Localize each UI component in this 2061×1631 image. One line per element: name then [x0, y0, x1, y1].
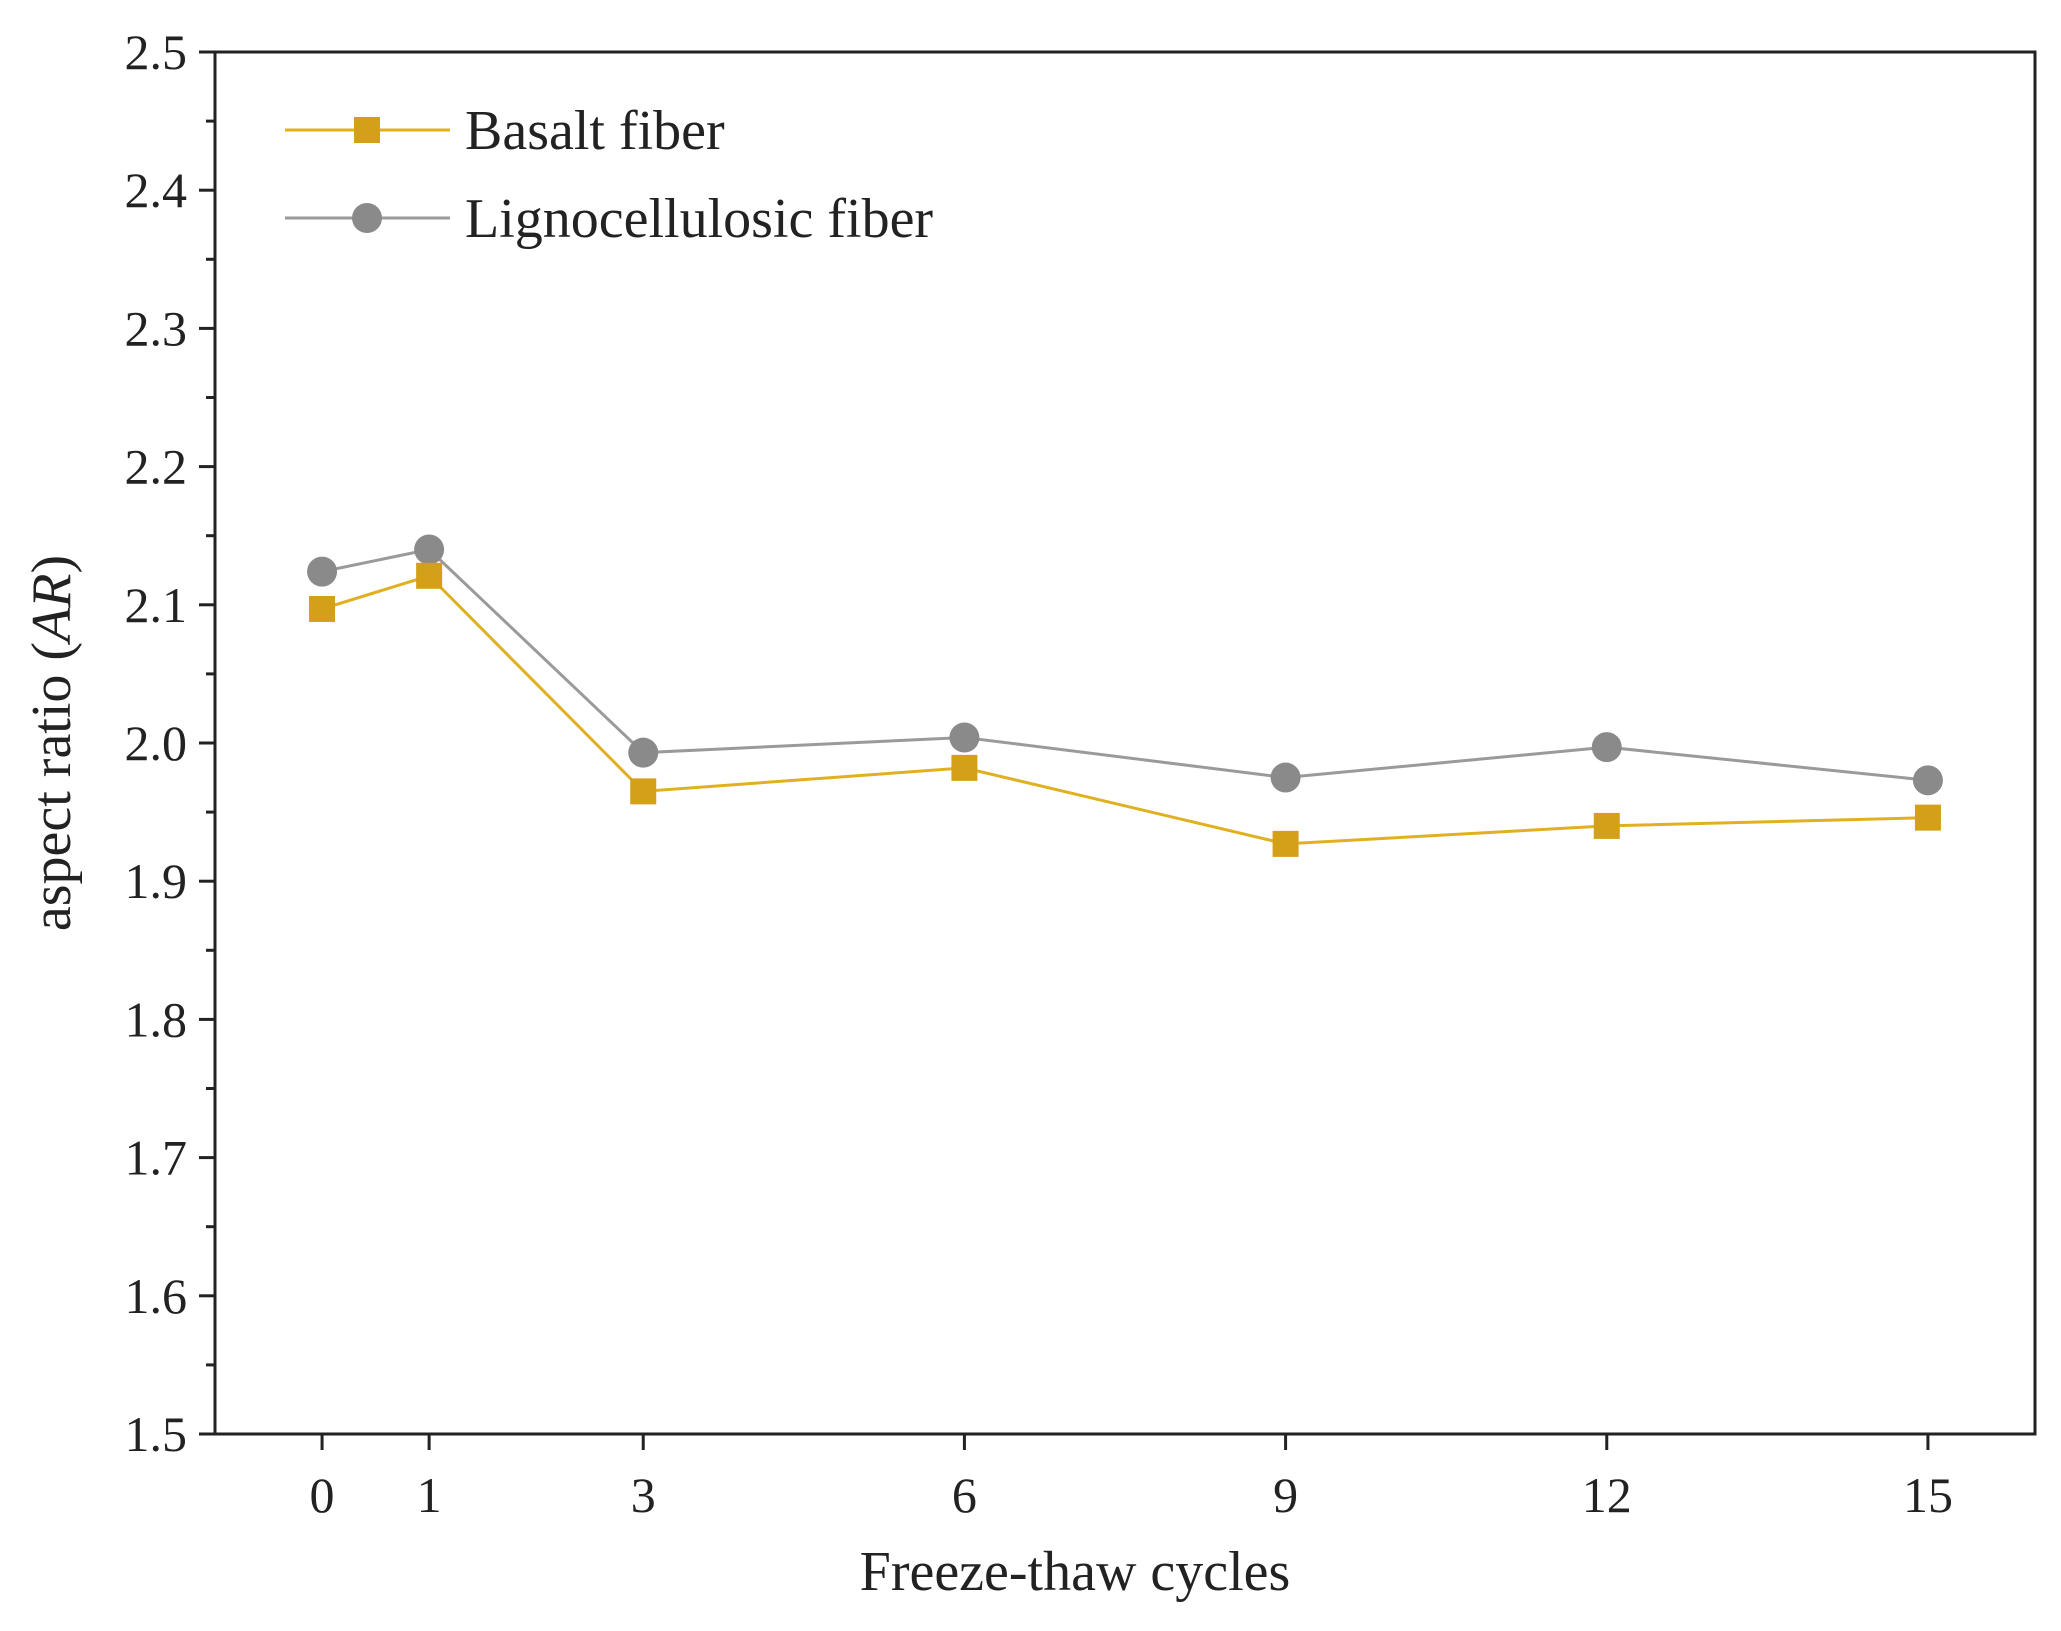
series-line-1	[321, 547, 1929, 782]
series-point	[630, 778, 657, 805]
x-axis-title: Freeze-thaw cycles	[860, 1541, 1291, 1603]
legend-marker	[354, 117, 380, 143]
x-tick-label: 9	[1273, 1467, 1298, 1523]
series-point	[1591, 732, 1622, 763]
y-tick-label: 2.1	[125, 577, 188, 633]
y-tick-label: 1.5	[125, 1406, 188, 1462]
legend-marker	[352, 203, 382, 233]
x-tick-label: 6	[952, 1467, 977, 1523]
y-tick-label: 2.5	[125, 24, 188, 80]
y-axis: 1.5 1.6 1.7 1.8 1.9 2.0 2.1 2.2 2.3 2.4 2.5	[125, 24, 215, 1462]
y-axis-title-prefix: aspect ratio (	[21, 642, 83, 931]
x-tick-label: 15	[1903, 1467, 1953, 1523]
series-point	[951, 754, 978, 781]
series-point	[1270, 762, 1301, 793]
y-axis-title-italic: AR	[21, 574, 83, 646]
x-tick-label: 0	[310, 1467, 335, 1523]
series-line-0	[321, 574, 1928, 846]
y-axis-title-suffix: )	[21, 555, 83, 574]
series-point	[307, 556, 338, 587]
series-layer	[307, 534, 1943, 857]
y-tick-label: 1.9	[125, 853, 188, 909]
series-point	[1914, 804, 1941, 831]
plot-frame	[213, 50, 2037, 1436]
series-point	[414, 534, 445, 565]
y-tick-label: 2.2	[125, 439, 188, 495]
legend-label: Lignocellulosic fiber	[465, 188, 933, 250]
series-point	[1272, 830, 1299, 857]
y-tick-label: 2.0	[125, 715, 188, 771]
x-axis: 0 1 3 6 9 12 15	[310, 1434, 1953, 1523]
series-point	[416, 562, 443, 589]
y-tick-label: 1.8	[125, 991, 188, 1047]
y-tick-label: 2.3	[125, 300, 188, 356]
x-tick-label: 12	[1582, 1467, 1632, 1523]
x-tick-label: 3	[631, 1467, 656, 1523]
x-tick-label: 1	[417, 1467, 442, 1523]
series-point	[309, 595, 336, 622]
y-tick-label: 2.4	[125, 162, 188, 218]
legend-label: Basalt fiber	[465, 100, 725, 162]
series-point	[628, 737, 659, 768]
series-point	[1593, 812, 1620, 839]
y-tick-label: 1.7	[125, 1130, 188, 1186]
legend: Basalt fiber Lignocellulosic fiber	[285, 100, 933, 250]
y-tick-label: 1.6	[125, 1268, 188, 1324]
series-point	[1912, 765, 1943, 796]
series-point	[949, 722, 980, 753]
y-axis-title: aspect ratio (AR)	[21, 555, 83, 931]
